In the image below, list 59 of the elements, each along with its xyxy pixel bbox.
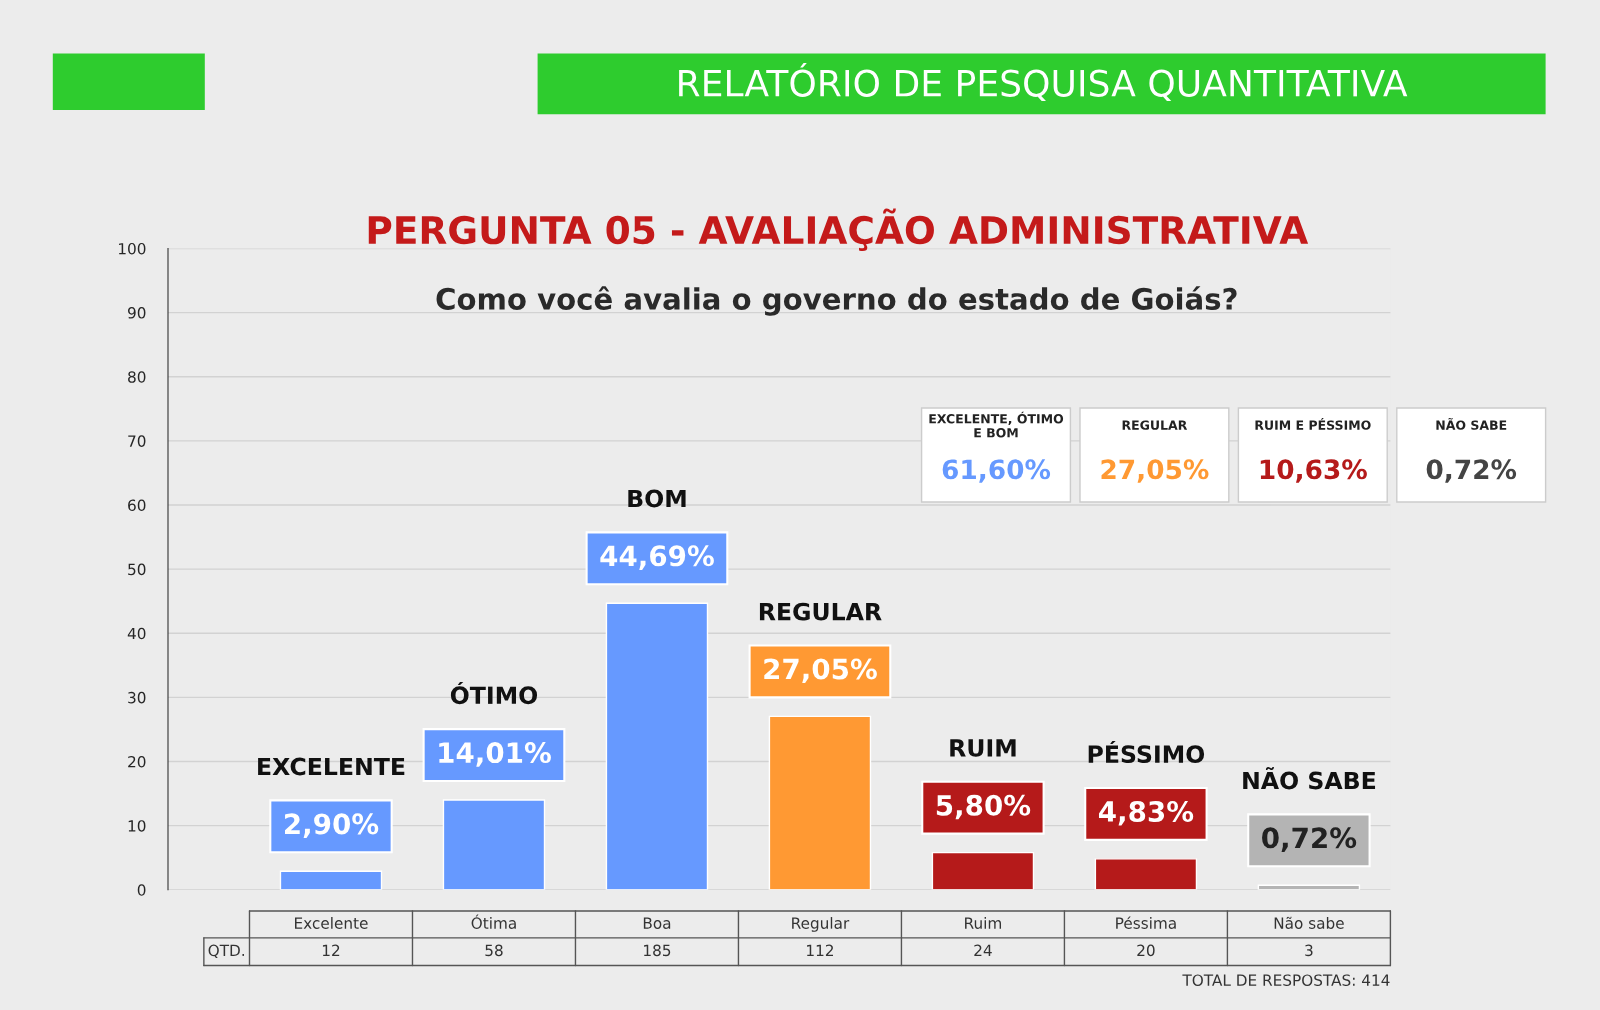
annotation: RUIM <box>950 739 1016 757</box>
annotation: EXCELENTE, ÓTIMO E BOM <box>929 411 1064 438</box>
text: Como você avalia o governo do estado de Goiás? <box>436 286 1237 316</box>
y-tick-label: 50 <box>128 563 146 576</box>
text: 185 <box>644 944 671 957</box>
bar <box>279 870 383 890</box>
bar <box>768 715 872 890</box>
data-label: 0,72% <box>1262 827 1357 852</box>
annotation: REGULAR <box>759 602 882 621</box>
annotation: REGULAR <box>1122 420 1188 430</box>
annotation: BOM <box>628 489 686 508</box>
y-tick-label: 30 <box>128 691 146 704</box>
y-tick-label: 40 <box>127 627 146 640</box>
y-tick-label: 10 <box>128 820 146 832</box>
annotation: 27,05% <box>1101 459 1209 483</box>
y-tick-label: 90 <box>127 307 146 319</box>
y-tick-label: 80 <box>128 371 146 383</box>
x-tick-label: Ótima <box>471 914 516 929</box>
data-label: 2,90% <box>285 813 379 838</box>
text: 24 <box>974 944 992 956</box>
x-tick-label: Não sabe <box>1274 916 1344 929</box>
data-label: 44,69% <box>600 545 714 570</box>
text: 20 <box>1137 944 1155 957</box>
annotation: RUIM E PÉSSIMO <box>1255 418 1371 430</box>
chart-title: PERGUNTA 05 - AVALIAÇÃO ADMINISTRATIVA <box>368 208 1309 252</box>
text: 58 <box>485 944 503 957</box>
annotation: 10,63% <box>1260 459 1367 483</box>
y-tick-label: 100 <box>118 242 146 255</box>
y-tick-label: 70 <box>128 435 146 447</box>
x-tick-label: Regular <box>792 917 850 932</box>
x-tick-label: Excelente <box>295 917 368 929</box>
y-tick-label: 60 <box>128 499 146 512</box>
bar <box>442 799 546 890</box>
data-label: 14,01% <box>439 742 551 767</box>
y-tick-label: 0 <box>137 884 146 896</box>
text: 12 <box>322 944 340 956</box>
bar <box>931 851 1035 890</box>
bar <box>605 602 709 890</box>
text: TOTAL DE RESPOSTAS: 414 <box>1182 974 1390 986</box>
text: 112 <box>807 944 833 956</box>
text: 0,72% <box>1426 459 1517 483</box>
x-tick-label: Péssima <box>1116 916 1176 929</box>
bar <box>1257 884 1361 890</box>
text: NÃO SABE <box>1436 417 1507 430</box>
annotation: 61,60% <box>942 459 1051 483</box>
y-tick-label: 20 <box>128 756 146 768</box>
data-label: 5,80% <box>936 794 1031 820</box>
data-label: 4,83% <box>1098 800 1194 826</box>
annotation: NÃO SABE <box>1243 766 1376 790</box>
bar <box>1094 858 1198 890</box>
data-label: 27,05% <box>764 658 877 684</box>
annotation: PÉSSIMO <box>1088 740 1205 764</box>
text: QTD. <box>208 944 245 958</box>
text: RELATÓRIO DE PESQUISA QUANTITATIVA <box>679 62 1408 102</box>
annotation: ÓTIMO <box>450 682 538 705</box>
annotation: EXCELENTE <box>258 757 405 776</box>
x-tick-label: Ruim <box>965 917 1002 929</box>
x-tick-label: Boa <box>643 917 671 929</box>
text: 3 <box>1305 944 1313 957</box>
